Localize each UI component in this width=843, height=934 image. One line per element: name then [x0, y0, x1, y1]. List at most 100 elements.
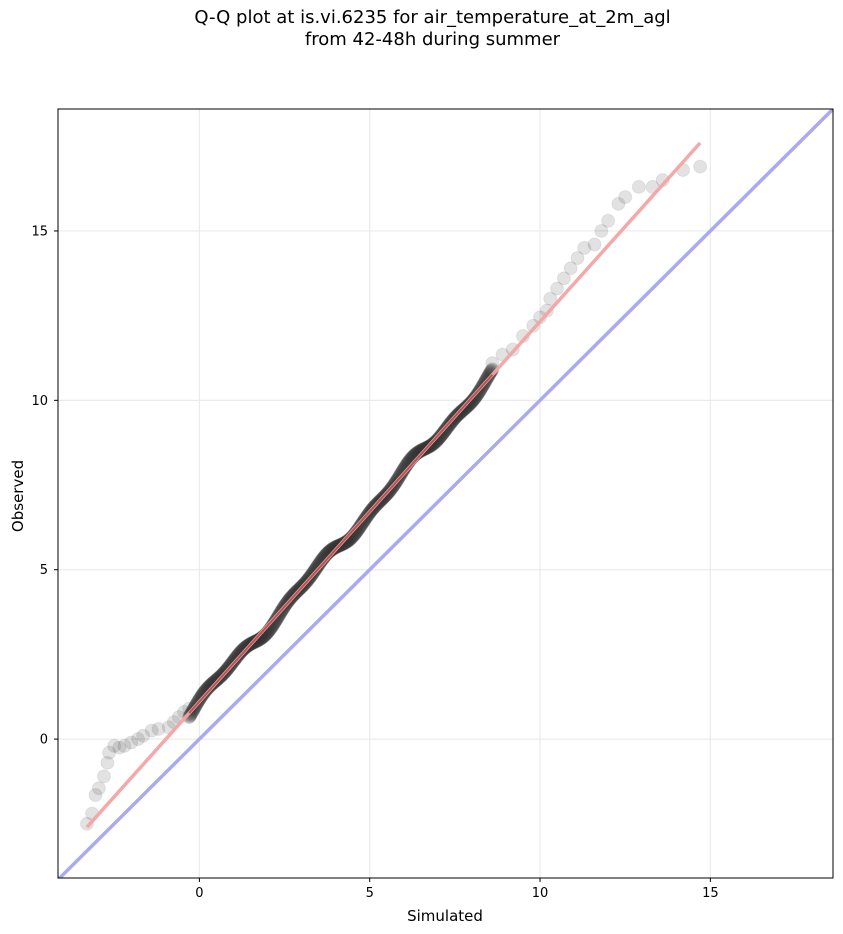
data-point [326, 541, 341, 556]
data-point [428, 434, 443, 449]
data-point [431, 432, 446, 447]
x-tick-label: 5 [366, 886, 374, 901]
data-point [543, 291, 558, 306]
data-point [458, 400, 473, 415]
reference-line-group [58, 109, 833, 878]
data-point [437, 424, 452, 439]
data-point [102, 745, 117, 760]
data-point [462, 397, 477, 412]
data-point [207, 674, 222, 689]
data-point [467, 391, 482, 406]
data-point [136, 728, 151, 743]
data-point [182, 708, 197, 723]
data-point [556, 271, 571, 286]
data-point [310, 558, 325, 573]
y-tick-label: 10 [31, 394, 48, 409]
data-point [480, 369, 495, 384]
y-axis-ticks: 0 5 10 15 [31, 224, 58, 748]
data-point [237, 641, 252, 656]
reference-line [58, 109, 833, 878]
data-point [618, 190, 633, 205]
data-point [250, 633, 265, 648]
chart-title-line-1: Q-Q plot at is.vi.6235 for air_temperatu… [194, 7, 671, 28]
data-point [229, 650, 244, 665]
data-point [79, 816, 94, 831]
data-point [355, 515, 370, 530]
data-point [539, 303, 554, 318]
data-point [236, 642, 251, 657]
data-point [230, 648, 245, 663]
data-point [337, 536, 352, 551]
data-point [601, 213, 616, 228]
data-point [414, 443, 429, 458]
data-point [232, 646, 247, 661]
data-point [195, 688, 210, 703]
data-point [96, 769, 111, 784]
data-point [235, 642, 250, 657]
chart-title-line-2: from 42-48h during summer [304, 29, 561, 50]
data-point [196, 686, 211, 701]
data-point [550, 281, 565, 296]
data-point [481, 368, 496, 383]
data-point [232, 646, 247, 661]
data-point [194, 689, 209, 704]
data-point [460, 399, 475, 414]
data-point [205, 676, 220, 691]
data-point [459, 400, 474, 415]
x-tick-label: 10 [532, 886, 549, 901]
data-point [326, 541, 341, 556]
data-point [430, 432, 445, 447]
data-point [355, 516, 370, 531]
data-point [611, 196, 626, 211]
data-point [433, 429, 448, 444]
data-point [270, 610, 285, 625]
data-point [231, 647, 246, 662]
data-point [468, 389, 483, 404]
data-point [428, 435, 443, 450]
data-point [91, 781, 106, 796]
data-point [269, 611, 284, 626]
data-point [234, 644, 249, 659]
data-point [594, 223, 609, 238]
data-point [206, 675, 221, 690]
data-point [354, 517, 369, 532]
data-point [88, 788, 103, 803]
data-point [693, 159, 708, 174]
x-axis-ticks: 0 5 10 15 [195, 878, 719, 901]
data-point [432, 430, 447, 445]
y-tick-label: 15 [31, 224, 48, 239]
x-tick-label: 15 [702, 886, 719, 901]
data-point [469, 388, 484, 403]
data-point [233, 645, 248, 660]
data-point [431, 431, 446, 446]
data-point [436, 426, 451, 441]
data-point [117, 738, 132, 753]
data-point [206, 675, 221, 690]
data-point [183, 707, 198, 722]
fit-line-core [188, 374, 494, 714]
data-point [327, 540, 342, 555]
data-point [587, 237, 602, 252]
data-point [107, 738, 122, 753]
data-point [429, 433, 444, 448]
data-point [151, 721, 166, 736]
x-axis-label: Simulated [407, 907, 483, 925]
data-point [338, 535, 353, 550]
fit-line-group [85, 141, 702, 829]
data-point [394, 465, 409, 480]
y-axis-label: Observed [9, 460, 27, 532]
data-point [124, 735, 139, 750]
data-point [435, 426, 450, 441]
data-point [461, 398, 476, 413]
data-point [526, 318, 541, 333]
data-point [577, 240, 592, 255]
data-point [563, 261, 578, 276]
data-point [229, 649, 244, 664]
y-tick-label: 5 [40, 563, 48, 578]
chart-title: Q-Q plot at is.vi.6235 for air_temperatu… [0, 7, 843, 51]
data-point [309, 560, 324, 575]
data-point [460, 398, 475, 413]
plot-frame [57, 108, 834, 879]
data-point [131, 732, 146, 747]
